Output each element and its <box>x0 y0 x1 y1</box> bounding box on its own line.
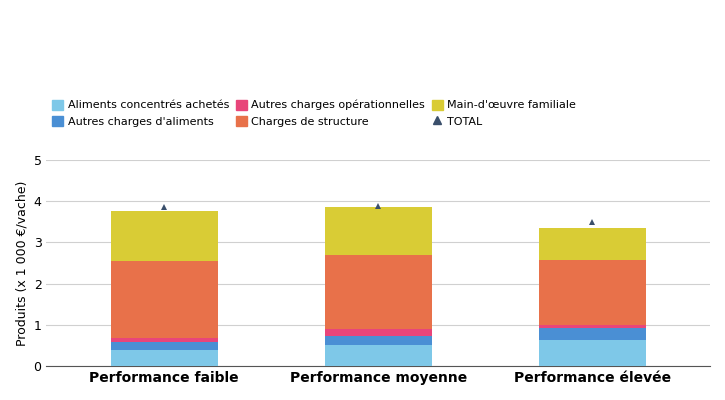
Bar <box>111 338 218 342</box>
Bar <box>111 342 218 350</box>
Bar <box>111 350 218 366</box>
Bar <box>539 328 646 340</box>
Bar <box>325 255 431 330</box>
Bar <box>539 260 646 325</box>
Bar <box>111 262 218 338</box>
Y-axis label: Produits (x 1 000 €/vache): Produits (x 1 000 €/vache) <box>15 180 28 346</box>
Bar <box>539 340 646 366</box>
Bar <box>325 207 431 255</box>
Bar <box>539 325 646 328</box>
Legend: Aliments concentrés achetés, Autres charges d'aliments, Autres charges opération: Aliments concentrés achetés, Autres char… <box>52 100 576 127</box>
Bar <box>111 211 218 262</box>
Bar <box>325 330 431 336</box>
Bar <box>325 336 431 345</box>
Bar <box>325 345 431 366</box>
Bar <box>539 228 646 260</box>
